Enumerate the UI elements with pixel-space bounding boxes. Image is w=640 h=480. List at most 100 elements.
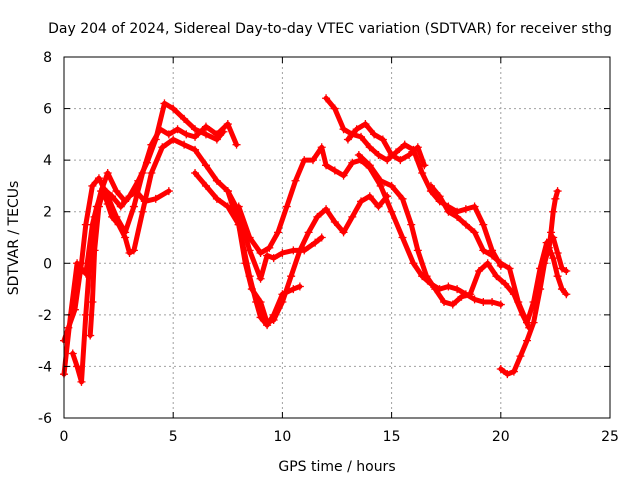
data-point-marker [523, 336, 532, 345]
series-track-12 [496, 243, 571, 379]
data-point-marker [352, 125, 361, 134]
data-point-marker [180, 140, 189, 149]
data-point-marker [551, 194, 560, 203]
data-point-marker [138, 207, 147, 216]
data-point-marker [453, 212, 462, 221]
data-point-marker [357, 132, 366, 141]
data-point-marker [536, 285, 545, 294]
data-point-marker [173, 125, 182, 134]
data-point-marker [553, 248, 562, 257]
data-point-marker [461, 220, 470, 229]
data-point-marker [339, 228, 348, 237]
data-point-marker [134, 176, 143, 185]
data-point-marker [103, 169, 112, 178]
data-point-marker [212, 176, 221, 185]
data-point-marker [182, 130, 191, 139]
data-point-marker [304, 228, 313, 237]
data-point-marker [398, 233, 407, 242]
data-point-marker [343, 135, 352, 144]
data-point-marker [223, 120, 232, 129]
data-point-marker [557, 264, 566, 273]
data-point-marker [147, 169, 156, 178]
data-point-marker [370, 130, 379, 139]
series-track-13 [544, 187, 562, 255]
data-point-marker [88, 297, 97, 306]
data-point-marker [405, 150, 414, 159]
data-point-marker [420, 161, 429, 170]
data-point-marker [339, 125, 348, 134]
data-point-marker [308, 156, 317, 165]
data-point-marker [448, 300, 457, 309]
data-point-marker [444, 207, 453, 216]
data-point-marker [164, 187, 173, 196]
data-point-marker [287, 272, 296, 281]
data-point-marker [466, 290, 475, 299]
data-point-marker [479, 297, 488, 306]
x-tick-label: 10 [273, 429, 291, 445]
data-point-marker [129, 202, 138, 211]
data-point-marker [453, 285, 462, 294]
plot-frame [63, 56, 611, 419]
data-point-marker [488, 251, 497, 260]
data-point-marker [212, 135, 221, 144]
data-point-marker [125, 192, 134, 201]
data-point-marker [256, 248, 265, 257]
data-point-marker [295, 246, 304, 255]
data-point-marker [562, 267, 571, 276]
data-point-marker [108, 192, 117, 201]
data-point-marker [77, 377, 86, 386]
data-point-marker [400, 140, 409, 149]
data-point-marker [418, 169, 427, 178]
data-point-marker [348, 158, 357, 167]
data-point-marker [503, 370, 512, 379]
data-point-marker [374, 202, 383, 211]
data-point-marker [94, 202, 103, 211]
data-point-marker [330, 166, 339, 175]
y-tick-label: 4 [43, 153, 52, 169]
data-point-marker [547, 228, 556, 237]
data-point-marker [330, 104, 339, 113]
y-tick-label: 6 [43, 102, 52, 118]
data-point-marker [169, 104, 178, 113]
data-point-marker [396, 156, 405, 165]
data-point-marker [132, 187, 141, 196]
data-point-marker [496, 259, 505, 268]
data-point-marker [544, 246, 553, 255]
data-point-marker [73, 362, 82, 371]
axis-ticks: 0 5 10 15 20 25 -6 -4 -2 0 2 4 6 8 [38, 50, 619, 445]
data-point-marker [474, 267, 483, 276]
data-point-marker [549, 207, 558, 216]
data-point-marker [278, 290, 287, 299]
data-point-marker [431, 285, 440, 294]
data-point-marker [505, 264, 514, 273]
data-point-marker [116, 202, 125, 211]
data-point-marker [201, 130, 210, 139]
data-point-marker [151, 135, 160, 144]
data-point-marker [263, 321, 272, 330]
data-point-marker [223, 187, 232, 196]
y-tick-label: -4 [38, 359, 52, 375]
series-track-10 [354, 150, 534, 332]
y-tick-label: 2 [43, 205, 52, 221]
data-point-marker [73, 259, 82, 268]
data-point-marker [232, 140, 241, 149]
data-point-marker [180, 114, 189, 123]
data-point-marker [103, 199, 112, 208]
data-point-marker [300, 156, 309, 165]
x-tick-label: 25 [601, 429, 619, 445]
data-point-marker [158, 143, 167, 152]
data-point-marker [129, 246, 138, 255]
data-point-marker [562, 290, 571, 299]
data-point-marker [514, 297, 523, 306]
data-point-marker [553, 187, 562, 196]
data-point-marker [479, 246, 488, 255]
data-point-marker [426, 181, 435, 190]
data-point-marker [90, 246, 99, 255]
data-point-marker [191, 125, 200, 134]
data-point-marker [245, 233, 254, 242]
data-point-marker [413, 246, 422, 255]
data-point-marker [354, 150, 363, 159]
data-point-marker [289, 285, 298, 294]
data-point-marker [201, 181, 210, 190]
series-track-11 [426, 181, 571, 327]
